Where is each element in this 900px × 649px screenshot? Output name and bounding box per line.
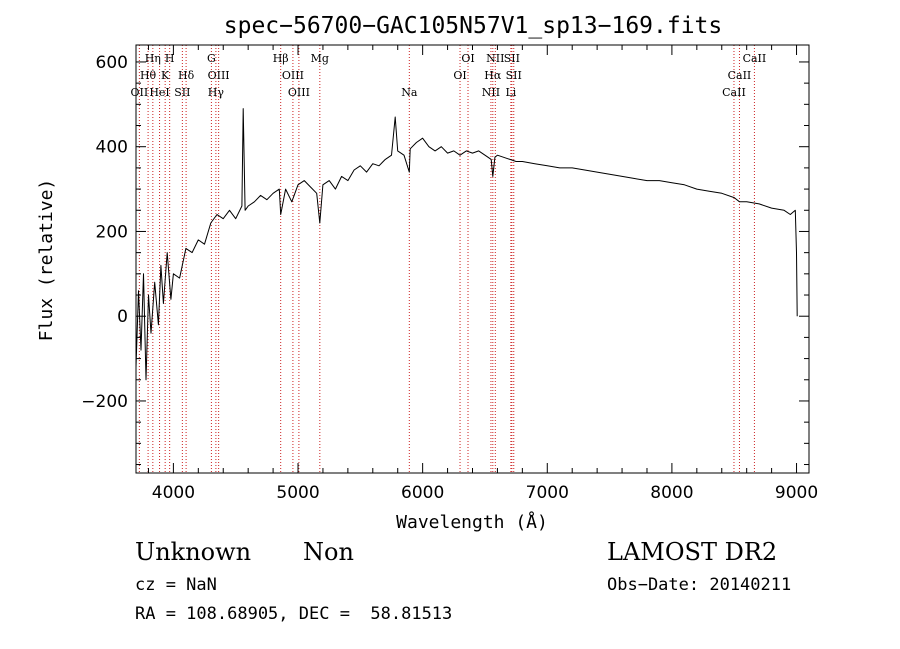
marker-label: NII	[482, 86, 500, 99]
marker-label: CaII	[722, 86, 746, 99]
object-class: Unknown	[135, 538, 252, 566]
marker-lines	[138, 45, 755, 473]
x-tick-label: 6000	[401, 483, 444, 503]
y-tick-label: 200	[96, 222, 128, 242]
survey-name: LAMOST DR2	[607, 538, 778, 566]
y-axis: −200 0 200 400 600	[81, 53, 809, 466]
x-axis-label: Wavelength (Å)	[396, 511, 548, 533]
marker-label: SII	[174, 86, 190, 99]
marker-label: K	[161, 69, 170, 82]
obs-date-text: Obs−Date: 20140211	[607, 575, 792, 595]
marker-labels: Hη Hθ OII HK HeI Hδ SII G OIII Hγ Hβ OIII OIII Mg Na OI…	[131, 52, 767, 99]
marker-label: OIII	[288, 86, 310, 99]
marker-label: OII	[131, 86, 149, 99]
plot-frame	[135, 44, 810, 474]
marker-label: Na	[401, 86, 418, 99]
marker-label: Hδ	[178, 69, 195, 82]
redshift-text: cz = NaN	[135, 575, 217, 595]
marker-label: SII	[506, 69, 522, 82]
spectrum-line	[135, 108, 798, 381]
marker-label: OIII	[208, 69, 230, 82]
marker-label: SII	[504, 52, 520, 65]
x-tick-label: 5000	[276, 483, 319, 503]
marker-label: G	[207, 52, 216, 65]
y-tick-label: 600	[96, 53, 128, 73]
object-subclass: Non	[303, 538, 354, 566]
x-tick-label: 8000	[650, 483, 693, 503]
marker-label: Hα	[484, 69, 502, 82]
marker-label: Hη	[145, 52, 161, 65]
marker-label: OIII	[282, 69, 304, 82]
marker-label: CaII	[728, 69, 752, 82]
marker-label: Hθ	[140, 69, 157, 82]
y-tick-label: 0	[117, 307, 128, 327]
marker-label: Li	[505, 86, 516, 99]
marker-label: OI	[453, 69, 466, 82]
x-tick-label: 4000	[152, 483, 195, 503]
marker-label: OI	[461, 52, 474, 65]
coordinates-text: RA = 108.68905, DEC = 58.81513	[135, 604, 453, 624]
chart-title: spec−56700−GAC105N57V1_sp13−169.fits	[224, 13, 723, 39]
spectrum-series	[135, 108, 798, 381]
y-tick-label: −200	[81, 392, 128, 412]
y-axis-label: Flux (relative)	[36, 179, 57, 342]
marker-label: NII	[486, 52, 504, 65]
y-tick-label: 400	[96, 138, 128, 158]
x-tick-label: 9000	[775, 483, 818, 503]
marker-label: Mg	[311, 52, 329, 65]
x-axis: 4000 5000 6000 7000 8000 9000	[147, 45, 818, 503]
marker-label: HeI	[149, 86, 169, 99]
marker-label: H	[165, 52, 175, 65]
marker-label: Hγ	[208, 86, 225, 99]
marker-label: Hβ	[273, 52, 289, 65]
x-tick-label: 7000	[526, 483, 569, 503]
marker-label: CaII	[743, 52, 767, 65]
